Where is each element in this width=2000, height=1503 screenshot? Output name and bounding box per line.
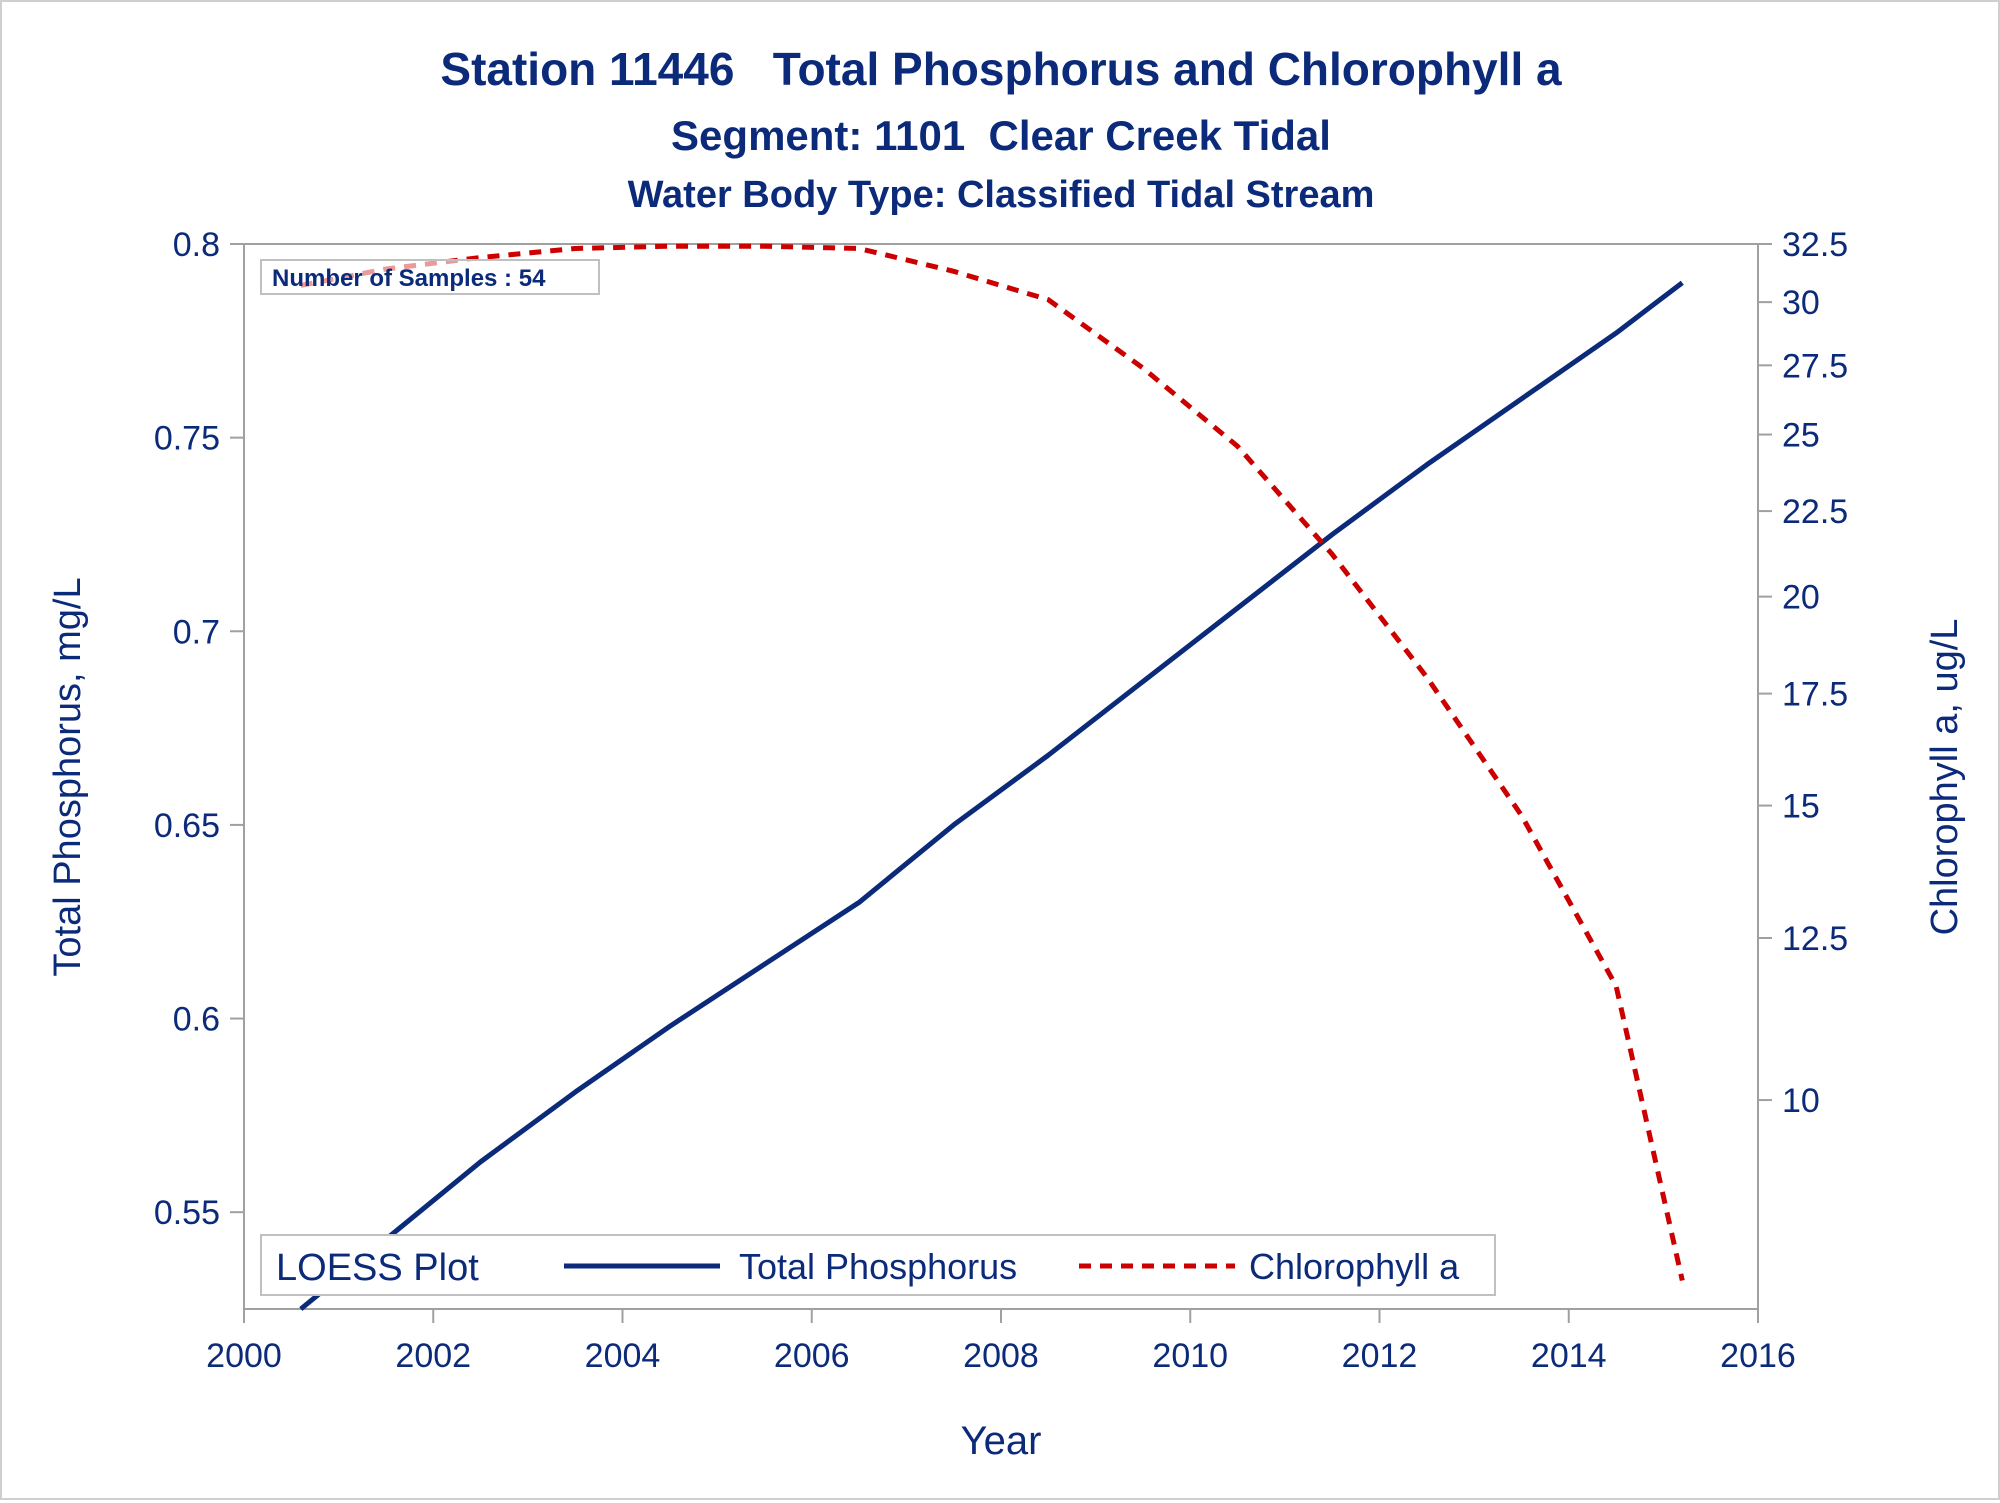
plot-area xyxy=(243,243,1759,1310)
series-layer xyxy=(299,243,1685,1311)
y2-tick-label: 32.5 xyxy=(1782,226,1848,264)
y2-tick-label: 10 xyxy=(1782,1082,1820,1120)
y-tick-label: 0.6 xyxy=(173,1001,220,1039)
y-tick-label: 0.75 xyxy=(154,420,220,458)
x-tick-label: 2006 xyxy=(774,1337,850,1375)
x-tick-label: 2008 xyxy=(963,1337,1039,1375)
series-line-chlorophyll-a xyxy=(300,243,1685,1282)
x-tick-label: 2002 xyxy=(395,1337,471,1375)
y-axis-right: 10 12.5 15 17.5 20 22.5 25 27.5 30 32.5 xyxy=(1758,226,1848,1120)
y-tick-label: 0.65 xyxy=(154,807,220,845)
chart-subtitle-2: Water Body Type: Classified Tidal Stream xyxy=(628,174,1375,216)
y2-axis-label: Chlorophyll a, ug/L xyxy=(1924,619,1966,936)
y2-tick-label: 12.5 xyxy=(1782,920,1848,958)
legend: LOESS Plot Total Phosphorus Chlorophyll … xyxy=(260,1234,1496,1296)
x-axis-label: Year xyxy=(961,1419,1042,1463)
legend-label-total-phosphorus: Total Phosphorus xyxy=(739,1246,1017,1287)
y2-tick-label: 17.5 xyxy=(1782,676,1848,714)
y-tick-label: 0.8 xyxy=(173,226,220,264)
chart-subtitle: Segment: 1101 Clear Creek Tidal xyxy=(671,112,1331,159)
y2-tick-label: 22.5 xyxy=(1782,493,1848,531)
y2-tick-label: 25 xyxy=(1782,417,1820,455)
x-tick-label: 2014 xyxy=(1531,1337,1607,1375)
x-axis: 2000 2002 2004 2006 2008 2010 2012 2014 2016 xyxy=(206,1309,1796,1375)
legend-label-chlorophyll-a: Chlorophyll a xyxy=(1249,1246,1460,1287)
legend-box xyxy=(260,1234,1496,1296)
y-tick-label: 0.7 xyxy=(173,613,220,651)
x-tick-label: 2016 xyxy=(1720,1337,1796,1375)
series-line-total-phosphorus xyxy=(299,280,1684,1311)
y2-tick-label: 27.5 xyxy=(1782,347,1848,385)
x-tick-label: 2010 xyxy=(1152,1337,1228,1375)
x-tick-label: 2004 xyxy=(585,1337,661,1375)
y-axis-label: Total Phosphorus, mg/L xyxy=(47,577,89,976)
sample-count-box: Number of Samples : 54 xyxy=(260,259,600,295)
y-axis-left: 0.55 0.6 0.65 0.7 0.75 0.8 xyxy=(154,226,244,1232)
y-tick-label: 0.55 xyxy=(154,1194,220,1232)
y2-tick-label: 30 xyxy=(1782,284,1820,322)
chart-title: Station 11446 Total Phosphorus and Chlor… xyxy=(440,43,1562,95)
y2-tick-label: 20 xyxy=(1782,579,1820,617)
y2-tick-label: 15 xyxy=(1782,788,1820,826)
legend-title: LOESS Plot xyxy=(276,1247,479,1289)
sample-count-text: Number of Samples : 54 xyxy=(272,265,546,292)
x-tick-label: 2000 xyxy=(206,1337,282,1375)
x-tick-label: 2012 xyxy=(1342,1337,1418,1375)
